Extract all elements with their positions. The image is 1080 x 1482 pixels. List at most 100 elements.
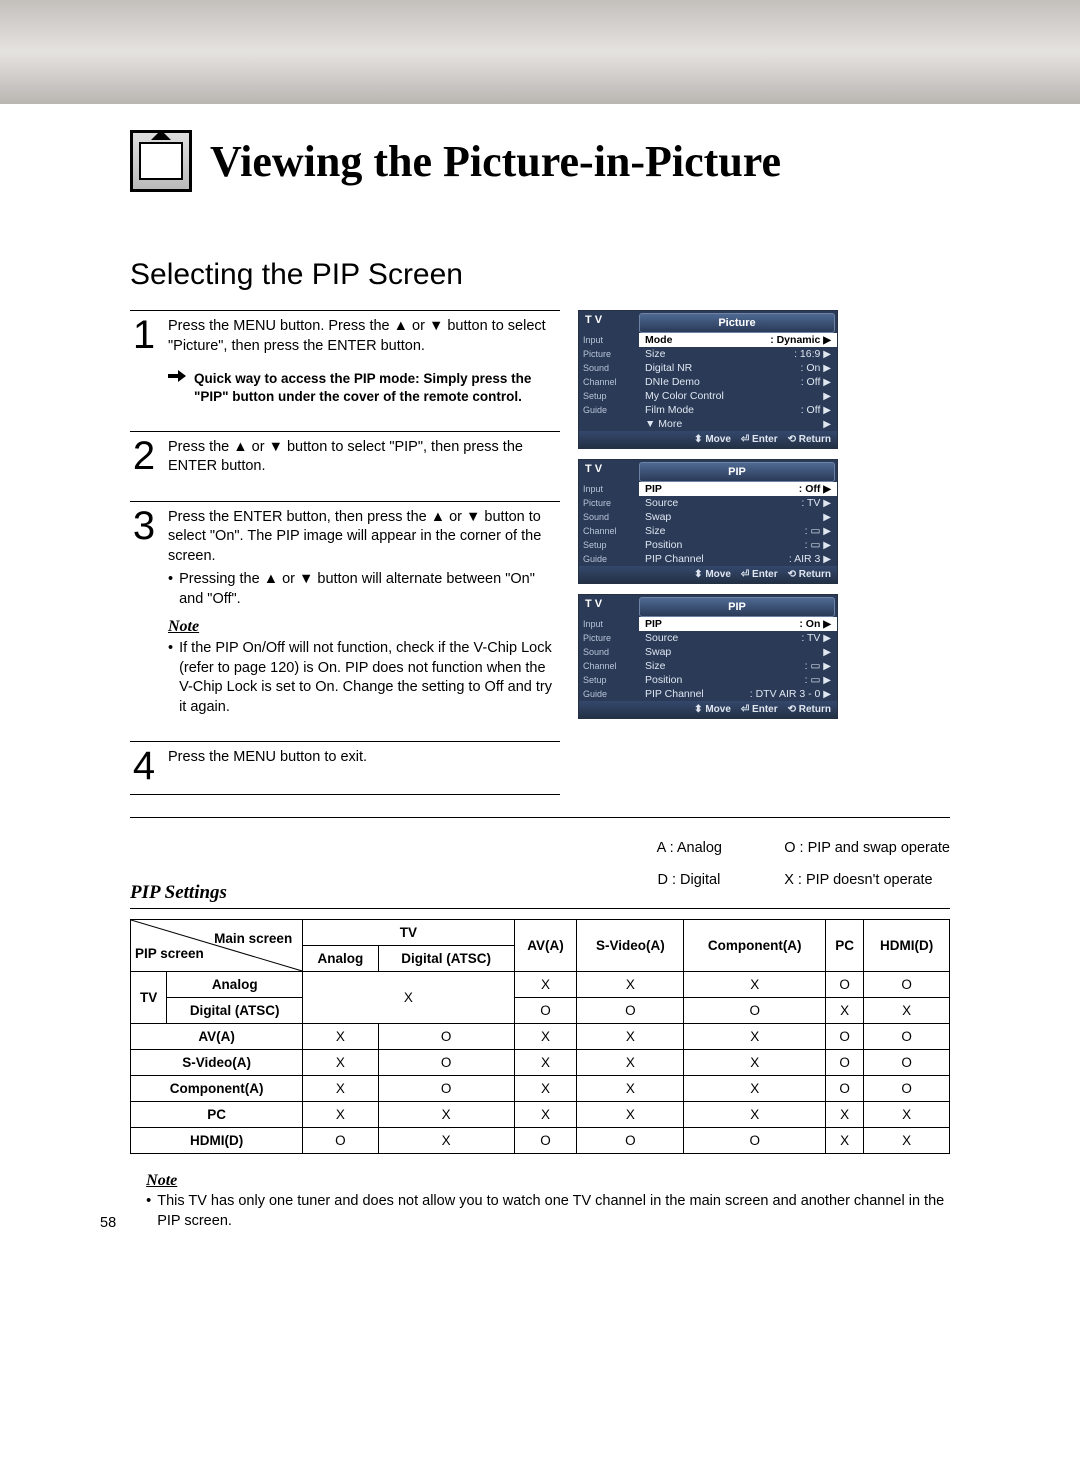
osd-footer: ⬍ Move⏎ Enter⟲ Return: [579, 701, 837, 718]
step-text: Press the ▲ or ▼ button to select "PIP",…: [168, 438, 560, 477]
table-row: AV(A)XOXXXOO: [131, 1024, 950, 1050]
osd-side-item: Channel: [579, 659, 639, 673]
osd-header: T V PIP: [579, 460, 837, 482]
step-number: 2: [130, 438, 158, 477]
step-text: Press the MENU button. Press the ▲ or ▼ …: [168, 318, 546, 354]
step-body: Press the ENTER button, then press the ▲…: [168, 508, 560, 718]
step-text: Press the ENTER button, then press the ▲…: [168, 509, 541, 564]
page-content: Viewing the Picture-in-Picture Selecting…: [0, 104, 1080, 1231]
osd-side: InputPictureSoundChannelSetupGuide: [579, 617, 639, 701]
osd-row: Digital NR: On ▶: [639, 361, 837, 375]
osd-side-item: Setup: [579, 538, 639, 552]
osd-footer: ⬍ Move⏎ Enter⟲ Return: [579, 431, 837, 448]
page-title: Viewing the Picture-in-Picture: [210, 136, 781, 187]
note-heading: Note: [146, 1172, 950, 1190]
arrow-right-icon: [168, 370, 186, 382]
osd-title: Picture: [639, 313, 835, 333]
step-1: 1 Press the MENU button. Press the ▲ or …: [130, 310, 560, 431]
osd-side-item: Sound: [579, 510, 639, 524]
step-3: 3 Press the ENTER button, then press the…: [130, 501, 560, 742]
osd-title: PIP: [639, 597, 835, 617]
osd-side-item: Guide: [579, 403, 639, 417]
osd-row: Swap ▶: [639, 645, 837, 659]
osd-side-item: Input: [579, 333, 639, 347]
osd-panel-picture: T V Picture InputPictureSoundChannelSetu…: [578, 310, 838, 449]
table-header-row: Main screen PIP screenTVAV(A)S-Video(A)C…: [131, 920, 950, 946]
osd-footer: ⬍ Move⏎ Enter⟲ Return: [579, 566, 837, 583]
osd-row: Film Mode: Off ▶: [639, 403, 837, 417]
quick-text: Quick way to access the PIP mode: Simply…: [194, 370, 560, 406]
step-body: Press the MENU button. Press the ▲ or ▼ …: [168, 317, 560, 407]
step-2: 2 Press the ▲ or ▼ button to select "PIP…: [130, 431, 560, 501]
title-row: Viewing the Picture-in-Picture: [130, 130, 950, 192]
steps-column: 1 Press the MENU button. Press the ▲ or …: [130, 310, 560, 795]
step-number: 4: [130, 748, 158, 784]
osd-row: Size: ▭ ▶: [639, 524, 837, 538]
quick-tip: Quick way to access the PIP mode: Simply…: [168, 370, 560, 406]
osd-side-item: Picture: [579, 631, 639, 645]
note-text: This TV has only one tuner and does not …: [157, 1192, 950, 1231]
osd-row: PIP: Off ▶: [639, 482, 837, 496]
osd-row: Position: ▭ ▶: [639, 538, 837, 552]
step-text: Press the MENU button to exit.: [168, 748, 560, 784]
settings-title: PIP Settings: [130, 882, 227, 904]
note-bullet: • If the PIP On/Off will not function, c…: [168, 639, 560, 717]
step-number: 1: [130, 317, 158, 407]
section-title: Selecting the PIP Screen: [130, 258, 950, 292]
osd-side-item: Picture: [579, 347, 639, 361]
osd-rows: Mode: Dynamic ▶Size: 16:9 ▶Digital NR: O…: [639, 333, 837, 431]
osd-corner: T V: [579, 311, 639, 333]
osd-body: InputPictureSoundChannelSetupGuide Mode:…: [579, 333, 837, 431]
legend: A : Analog D : Digital O : PIP and swap …: [625, 824, 950, 904]
note-bullet: • This TV has only one tuner and does no…: [146, 1192, 950, 1231]
osd-side-item: Sound: [579, 361, 639, 375]
osd-side-item: Channel: [579, 524, 639, 538]
step-4: 4 Press the MENU button to exit.: [130, 741, 560, 795]
bullet-text: Pressing the ▲ or ▼ button will alternat…: [179, 570, 560, 609]
bottom-note: 58 Note • This TV has only one tuner and…: [130, 1166, 950, 1231]
osd-row: PIP: On ▶: [639, 617, 837, 631]
legend-col1: A : Analog D : Digital: [625, 824, 722, 904]
table-row: Component(A)XOXXXOO: [131, 1076, 950, 1102]
osd-row: Position: ▭ ▶: [639, 673, 837, 687]
table-row: PCXXXXXXX: [131, 1102, 950, 1128]
osd-side-item: Guide: [579, 552, 639, 566]
osd-header: T V Picture: [579, 311, 837, 333]
osd-row: Size: ▭ ▶: [639, 659, 837, 673]
table-row: TVAnalogXXXXOO: [131, 972, 950, 998]
osd-side-item: Setup: [579, 389, 639, 403]
osd-header: T V PIP: [579, 595, 837, 617]
osd-row: DNIe Demo: Off ▶: [639, 375, 837, 389]
osd-side-item: Picture: [579, 496, 639, 510]
osd-row: PIP Channel: AIR 3 ▶: [639, 552, 837, 566]
tv-icon: [130, 130, 192, 192]
osd-side-item: Setup: [579, 673, 639, 687]
osd-row: Source: TV ▶: [639, 631, 837, 645]
osd-side-item: Channel: [579, 375, 639, 389]
osd-row: Mode: Dynamic ▶: [639, 333, 837, 347]
table-row: HDMI(D)OXOOOXX: [131, 1128, 950, 1154]
note-heading: Note: [168, 616, 560, 638]
osd-rows: PIP: On ▶Source: TV ▶Swap ▶Size: ▭ ▶Posi…: [639, 617, 837, 701]
osd-row: Swap ▶: [639, 510, 837, 524]
pip-settings-table: Main screen PIP screenTVAV(A)S-Video(A)C…: [130, 919, 950, 1154]
osd-side-item: Input: [579, 617, 639, 631]
osd-row: My Color Control ▶: [639, 389, 837, 403]
osd-row: Source: TV ▶: [639, 496, 837, 510]
osd-side: InputPictureSoundChannelSetupGuide: [579, 333, 639, 431]
steps-area: 1 Press the MENU button. Press the ▲ or …: [130, 310, 950, 795]
osd-column: T V Picture InputPictureSoundChannelSetu…: [578, 310, 838, 795]
osd-side-item: Input: [579, 482, 639, 496]
note-text: If the PIP On/Off will not function, che…: [179, 639, 560, 717]
osd-rows: PIP: Off ▶Source: TV ▶Swap ▶Size: ▭ ▶Pos…: [639, 482, 837, 566]
osd-body: InputPictureSoundChannelSetupGuide PIP: …: [579, 617, 837, 701]
osd-corner: T V: [579, 595, 639, 617]
osd-title: PIP: [639, 462, 835, 482]
legend-col2: O : PIP and swap operate X : PIP doesn't…: [752, 824, 950, 904]
osd-body: InputPictureSoundChannelSetupGuide PIP: …: [579, 482, 837, 566]
step-number: 3: [130, 508, 158, 718]
top-metallic-band: [0, 0, 1080, 104]
osd-side-item: Guide: [579, 687, 639, 701]
table-row: Digital (ATSC)OOOXX: [131, 998, 950, 1024]
step-bullet: • Pressing the ▲ or ▼ button will altern…: [168, 570, 560, 609]
